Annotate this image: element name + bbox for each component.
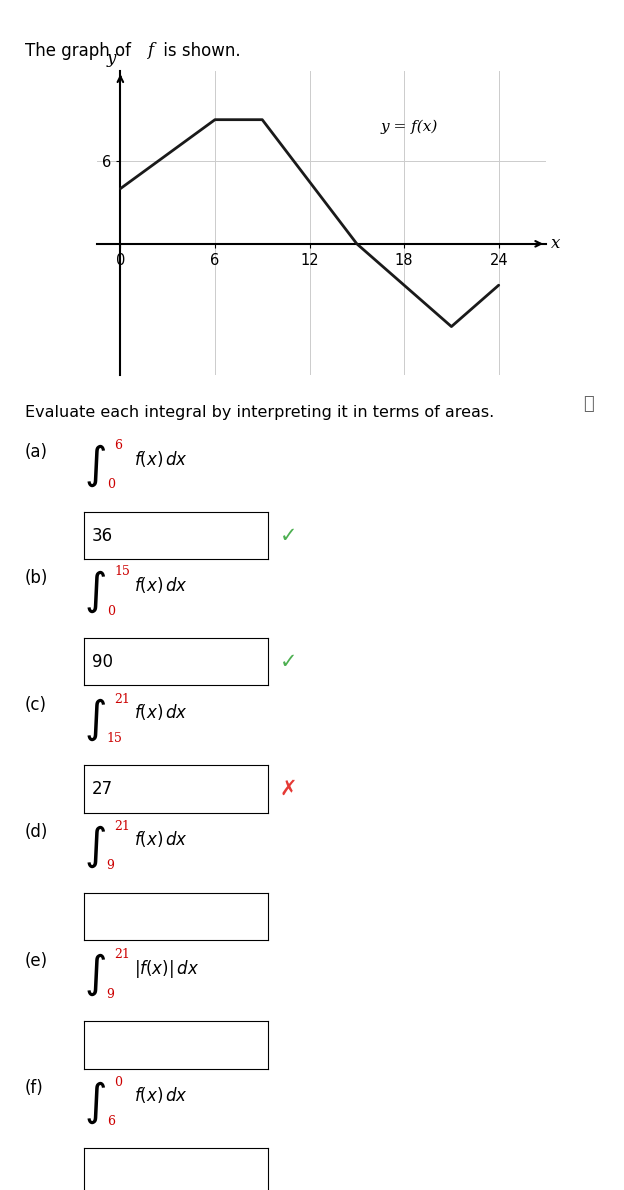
Text: 0: 0 [114,1076,122,1089]
Text: $\int$: $\int$ [84,696,106,743]
Text: 36: 36 [92,526,113,545]
Text: 0: 0 [107,605,115,618]
Text: (e): (e) [25,952,48,970]
Text: (a): (a) [25,443,48,461]
Text: ✗: ✗ [280,779,297,798]
Text: $f(x) \,dx$: $f(x) \,dx$ [134,1085,188,1106]
Text: x: x [551,236,560,252]
Text: 9: 9 [107,859,115,872]
Text: ✓: ✓ [280,526,297,545]
Text: (c): (c) [25,696,47,714]
Text: (b): (b) [25,569,48,587]
Text: 21: 21 [114,948,130,962]
Text: The graph of: The graph of [25,42,136,60]
Text: $|f(x)| \,dx$: $|f(x)| \,dx$ [134,958,199,979]
Text: 15: 15 [114,565,130,578]
Text: y: y [106,50,115,68]
Text: $f(x) \,dx$: $f(x) \,dx$ [134,702,188,722]
Text: f: f [147,42,153,58]
Text: $f(x) \,dx$: $f(x) \,dx$ [134,449,188,469]
Text: 27: 27 [92,779,113,798]
Text: 21: 21 [114,820,130,833]
Text: $\int$: $\int$ [84,443,106,489]
Text: $\int$: $\int$ [84,823,106,870]
Text: 6: 6 [114,439,122,452]
Text: 21: 21 [114,693,130,706]
Text: 9: 9 [107,988,115,1001]
Text: 6: 6 [107,1115,115,1128]
Text: 90: 90 [92,652,113,671]
Text: $\int$: $\int$ [84,1079,106,1126]
Text: $\int$: $\int$ [84,952,106,998]
Text: (f): (f) [25,1079,44,1097]
Text: $\int$: $\int$ [84,569,106,615]
Text: ✓: ✓ [280,652,297,671]
Text: ⓘ: ⓘ [583,395,594,413]
Text: (d): (d) [25,823,48,841]
Text: $f(x) \,dx$: $f(x) \,dx$ [134,829,188,850]
Text: y = f(x): y = f(x) [381,119,438,133]
Text: Evaluate each integral by interpreting it in terms of areas.: Evaluate each integral by interpreting i… [25,405,494,420]
Text: $f(x) \,dx$: $f(x) \,dx$ [134,575,188,595]
Text: 0: 0 [107,478,115,491]
Text: is shown.: is shown. [158,42,240,60]
Text: 15: 15 [107,732,122,745]
